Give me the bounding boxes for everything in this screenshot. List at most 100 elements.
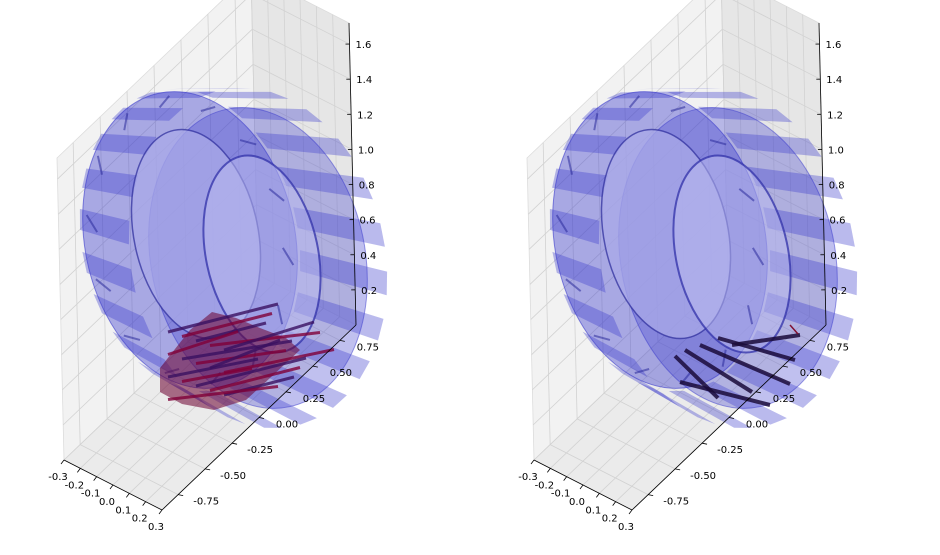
- z-tick-label: 0.8: [829, 181, 845, 192]
- grid-z-wall: [57, 0, 246, 180]
- tread-lug: [748, 166, 843, 200]
- tread-lug: [563, 294, 623, 339]
- tread-lug: [79, 208, 130, 245]
- y-tick-label: -0.25: [717, 445, 743, 456]
- z-tick-label: 1.0: [828, 145, 844, 156]
- grid-x-back: [332, 14, 341, 317]
- contact-strip: [209, 366, 301, 392]
- z-tick-label: 1.2: [827, 110, 843, 121]
- tread-lug: [725, 132, 822, 157]
- tread-edge: [555, 214, 568, 233]
- contact-strip: [223, 320, 315, 352]
- tread-lug: [112, 331, 178, 378]
- tread-lug: [111, 107, 183, 121]
- z-tick-label: 1.0: [358, 145, 374, 156]
- y-tick-label: 0.50: [800, 368, 822, 379]
- contact-strip: [209, 338, 281, 370]
- y-tick-label: 0.00: [276, 420, 298, 431]
- contact-strip: [181, 312, 273, 338]
- y-tick-label: -0.25: [247, 445, 273, 456]
- tread-lug: [726, 360, 817, 408]
- grid-z-back: [722, 28, 821, 80]
- rim-opening-far: [672, 154, 792, 354]
- tread-lug: [278, 166, 373, 200]
- grid-x-back: [802, 14, 811, 317]
- tread-edge: [123, 113, 129, 131]
- x-tick-label: -0.2: [65, 480, 85, 491]
- x-tick: [93, 476, 97, 481]
- tread-lug: [136, 91, 216, 99]
- contact-strip: [679, 380, 771, 407]
- tread-lug: [763, 207, 855, 247]
- y-tick: [231, 442, 238, 445]
- grid-y-wall: [72, 142, 81, 445]
- z-tick-label: 1.4: [356, 75, 372, 86]
- x-tick-label: 0.2: [132, 514, 148, 525]
- contact-strip: [223, 348, 335, 374]
- contact-strip: [167, 302, 279, 334]
- z-tick-label: 1.2: [357, 110, 373, 121]
- tread-edge: [752, 247, 765, 266]
- grid-y-wall: [126, 91, 135, 394]
- tread-edge: [95, 278, 112, 292]
- grid-x-back: [315, 6, 324, 309]
- x-tick: [547, 468, 551, 473]
- y-tick: [755, 391, 762, 394]
- y-tick-label: 0.00: [746, 420, 768, 431]
- grid-z-back: [253, 99, 353, 150]
- x-tick-label: -0.1: [81, 489, 101, 500]
- tread-lug: [92, 133, 157, 155]
- x-tick-label: -0.1: [551, 489, 571, 500]
- z-tick-label: 1.4: [826, 75, 842, 86]
- tread-lug: [166, 88, 252, 90]
- x-tick: [60, 459, 65, 465]
- x-tick: [596, 493, 600, 498]
- grid-y-wall: [542, 142, 551, 445]
- tread-lug: [82, 251, 136, 293]
- contact-strip: [209, 331, 321, 347]
- tread-lug: [255, 132, 352, 157]
- plot-3d-right: -0.3-0.2-0.10.00.10.20.3-0.75-0.50-0.250…: [518, 0, 858, 533]
- grid-z-back: [723, 99, 823, 150]
- x-tick-label: -0.2: [535, 480, 555, 491]
- x-tick: [628, 509, 633, 515]
- tread-lug: [748, 330, 840, 380]
- tread-lug: [82, 168, 138, 198]
- grid-x-back: [785, 6, 794, 309]
- x-tick-label: 0.0: [99, 497, 115, 508]
- axis-ticks: -0.3-0.2-0.10.00.10.20.3-0.75-0.50-0.250…: [518, 22, 849, 533]
- grid-y-floor: [106, 418, 206, 470]
- grid-z-back: [262, 0, 350, 45]
- tread-lug: [562, 133, 627, 155]
- x-tick-label: 0.1: [115, 505, 131, 516]
- y-tick: [648, 494, 654, 496]
- tread-lug: [93, 294, 153, 339]
- grid-y-floor: [79, 444, 179, 495]
- z-tick-label: 1.6: [825, 40, 841, 51]
- tread-edge: [738, 188, 755, 202]
- grid-z-wall: [528, 28, 723, 215]
- grid-y-floor: [576, 418, 676, 470]
- z-tick-label: 0.6: [830, 216, 846, 227]
- x-tick-label: -0.3: [518, 472, 538, 483]
- contact-strip: [195, 321, 267, 343]
- y-tick-label: -0.75: [663, 497, 689, 508]
- y-tick: [675, 468, 681, 471]
- tread-lug: [293, 207, 385, 247]
- grid-z-wall: [527, 0, 716, 180]
- tread-lug: [770, 250, 858, 296]
- contact-strip: [683, 348, 754, 394]
- tread-edge: [200, 105, 216, 112]
- y-tick-label: 0.75: [357, 342, 379, 353]
- x-tick: [579, 484, 584, 490]
- y-tick: [728, 417, 735, 419]
- y-tick: [782, 365, 788, 368]
- y-tick: [809, 340, 815, 342]
- grid-z-back: [724, 134, 823, 185]
- tread-edge: [628, 95, 640, 109]
- z-tick-label: 1.6: [355, 40, 371, 51]
- tread-lug: [582, 331, 648, 378]
- contact-strip: [167, 330, 239, 356]
- grid-z-back: [732, 0, 820, 45]
- y-tick: [701, 442, 708, 445]
